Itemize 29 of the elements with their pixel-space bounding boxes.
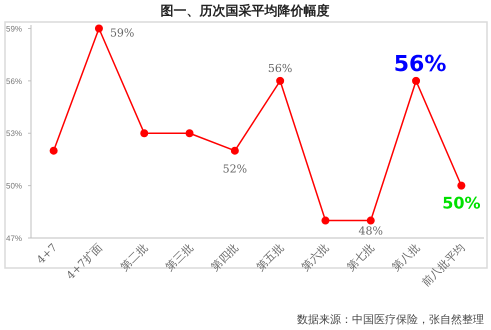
point — [412, 76, 420, 85]
point — [321, 216, 330, 225]
data-label: 56% — [394, 52, 446, 77]
point — [186, 129, 194, 138]
point — [276, 76, 284, 85]
source-note: 数据来源：中国医疗保险，张自然整理 — [297, 313, 484, 326]
point — [94, 24, 103, 32]
data-label: 59% — [110, 26, 134, 40]
y-tick-label: 56% — [6, 76, 22, 86]
y-tick-label: 47% — [6, 234, 22, 243]
y-tick-label: 53% — [6, 129, 22, 138]
x-tick-label: 第五批 — [254, 240, 286, 274]
point — [230, 146, 239, 155]
y-tick-label: 50% — [6, 182, 22, 191]
point — [50, 146, 58, 155]
point — [366, 216, 375, 225]
data-label: 52% — [222, 162, 248, 176]
point — [457, 182, 466, 190]
x-tick-label: 第六批 — [299, 240, 332, 274]
chart-title: 图一、历次国采平均降价幅度 — [160, 3, 330, 19]
x-tick-label: 第三批 — [163, 240, 196, 274]
data-label: 50% — [442, 194, 480, 213]
data-label: 48% — [358, 224, 383, 238]
data-label: 56% — [268, 62, 292, 75]
x-tick-label: 第二批 — [118, 240, 150, 274]
x-tick-label: 第四批 — [208, 240, 241, 274]
x-tick-label: 第七批 — [344, 240, 377, 274]
point — [140, 129, 148, 138]
y-tick-label: 59% — [6, 24, 22, 34]
